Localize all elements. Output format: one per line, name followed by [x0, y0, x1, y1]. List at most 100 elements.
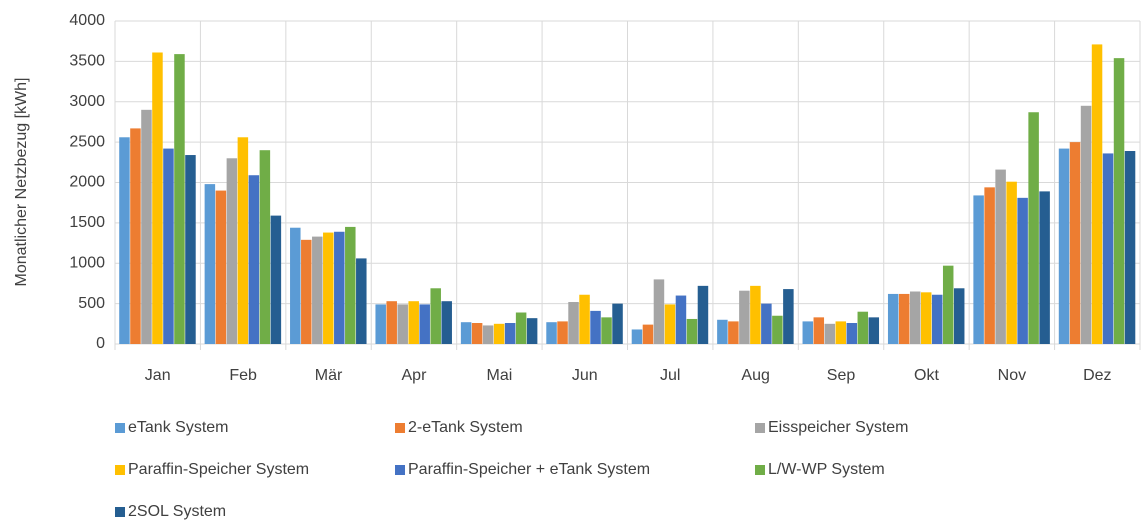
bar — [1017, 197, 1028, 344]
x-tick-label: Feb — [229, 367, 257, 384]
bar — [642, 324, 654, 344]
x-tick-label: Jan — [145, 367, 171, 384]
bar — [824, 323, 836, 344]
bar — [419, 304, 430, 344]
bar — [612, 303, 623, 344]
x-tick-label: Mai — [486, 367, 512, 384]
bar — [984, 187, 995, 344]
bar — [728, 321, 739, 344]
bar — [1006, 181, 1017, 344]
bar — [590, 310, 601, 344]
legend-label: Paraffin-Speicher System — [128, 461, 309, 478]
bar — [920, 292, 932, 344]
bar — [761, 303, 772, 344]
bar — [215, 190, 227, 344]
bar — [226, 158, 238, 344]
bar — [568, 302, 579, 344]
bar — [846, 323, 858, 344]
bar — [1069, 142, 1081, 344]
bar — [1102, 153, 1114, 344]
x-tick-label: Okt — [914, 367, 939, 384]
bar — [237, 137, 249, 344]
y-axis-label: Monatlicher Netzbezug [kWh] — [13, 78, 30, 287]
bar — [471, 323, 483, 344]
legend-label: Eisspeicher System — [768, 419, 909, 436]
bar — [942, 265, 954, 344]
bar — [835, 321, 847, 344]
bar — [441, 301, 452, 344]
bar — [460, 322, 472, 344]
bar — [1028, 112, 1039, 344]
bar — [130, 128, 141, 344]
bar — [248, 175, 260, 344]
bar — [290, 227, 301, 344]
bar — [163, 148, 174, 344]
bar — [1091, 44, 1103, 344]
bar — [334, 231, 345, 344]
bar — [152, 52, 163, 345]
legend-label: 2SOL System — [128, 503, 226, 520]
bar — [909, 291, 921, 344]
bar — [375, 304, 386, 344]
bar — [515, 312, 527, 344]
bar — [493, 323, 505, 344]
bar — [664, 304, 676, 344]
bar — [504, 323, 516, 344]
bar — [356, 258, 367, 344]
x-tick-label: Mär — [315, 367, 343, 384]
bar — [653, 279, 665, 344]
x-tick-label: Nov — [998, 367, 1026, 384]
bar — [119, 137, 130, 344]
legend-swatch — [395, 465, 405, 475]
bar — [898, 293, 910, 344]
bar — [141, 109, 152, 344]
bar — [557, 321, 568, 344]
bar — [397, 304, 408, 344]
bar — [301, 239, 312, 344]
bar — [1124, 151, 1136, 344]
bar — [887, 293, 899, 344]
bar — [686, 318, 698, 344]
legend-swatch — [755, 465, 765, 475]
bar — [995, 169, 1006, 344]
bar — [259, 150, 271, 344]
y-tick-label: 2500 — [69, 133, 105, 150]
bar — [386, 301, 397, 344]
bar — [717, 319, 728, 344]
bar — [631, 329, 643, 344]
bar — [1080, 105, 1092, 344]
bar — [739, 290, 750, 344]
bar — [345, 226, 356, 344]
legend-label: 2-eTank System — [408, 419, 523, 436]
x-tick-label: Dez — [1083, 367, 1111, 384]
bar — [857, 311, 869, 344]
bar — [482, 325, 494, 344]
bar — [546, 322, 557, 344]
bar — [868, 317, 880, 344]
legend-label: L/W-WP System — [768, 461, 885, 478]
legend-swatch — [395, 423, 405, 433]
y-tick-label: 3500 — [69, 53, 105, 70]
bar — [312, 236, 323, 344]
bar — [750, 285, 761, 344]
bar — [430, 288, 441, 344]
bar — [1039, 191, 1050, 344]
bar — [270, 215, 282, 344]
bar — [185, 155, 196, 344]
bar — [813, 317, 825, 344]
bar — [601, 317, 612, 344]
y-tick-label: 0 — [96, 335, 105, 352]
x-tick-label: Sep — [827, 367, 856, 384]
bar — [931, 294, 943, 344]
y-tick-label: 2000 — [69, 174, 105, 191]
x-tick-label: Aug — [741, 367, 769, 384]
bar — [953, 288, 965, 344]
bar — [204, 184, 216, 344]
legend-swatch — [115, 465, 125, 475]
bar — [675, 295, 687, 344]
bar — [174, 54, 185, 345]
bar — [526, 318, 538, 344]
bar — [1058, 148, 1070, 344]
y-tick-label: 500 — [78, 295, 105, 312]
